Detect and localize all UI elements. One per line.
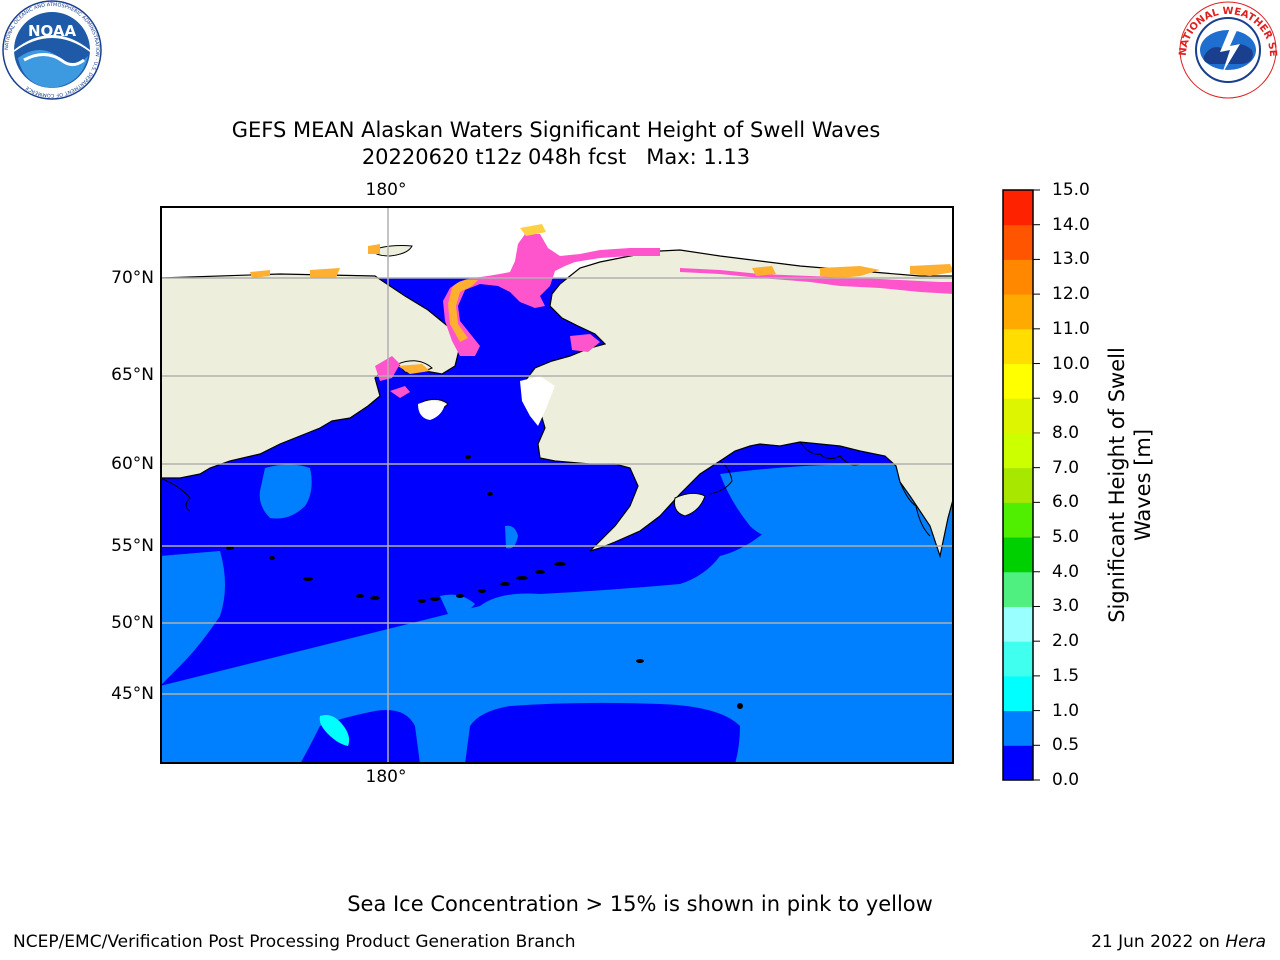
colorbar-segment <box>1003 467 1033 503</box>
colorbar-segment <box>1003 432 1033 469</box>
colorbar-tick-label: 11.0 <box>1052 318 1090 339</box>
land-wrangel-island <box>371 245 413 257</box>
aleutian-islands <box>226 455 743 709</box>
colorbar-tick-label: 10.0 <box>1052 353 1090 374</box>
colorbar-tick-label: 1.5 <box>1052 665 1080 686</box>
lat-label-50n: 50°N <box>111 613 154 633</box>
swell-height-map <box>160 206 954 764</box>
sea-ice-concentration <box>250 224 954 420</box>
colorbar-tick-label: 5.0 <box>1052 527 1080 548</box>
ice-beaufort-pink <box>680 268 954 294</box>
ice-yellow-top <box>520 224 546 236</box>
colorbar-tick-label: 6.0 <box>1052 492 1080 513</box>
lon-label-top: 180° <box>365 180 407 200</box>
colorbar-tick-label: 14.0 <box>1052 214 1090 235</box>
colorbar-segment <box>1003 571 1033 607</box>
lon-label-bottom: 180° <box>365 767 407 787</box>
high-swell-spot <box>319 715 350 746</box>
ice-siberia-orange <box>250 244 380 278</box>
colorbar-segment <box>1003 224 1033 260</box>
colorbar-segment <box>1003 259 1033 295</box>
colorbar-segment <box>1003 641 1033 677</box>
noaa-logo-text: NOAA <box>28 22 77 40</box>
colorbar-segment <box>1003 398 1033 434</box>
norton-sound-ice <box>520 376 555 426</box>
lat-label-60n: 60°N <box>111 454 154 474</box>
colorbar-segment <box>1003 328 1033 365</box>
colorbar-segment <box>1003 606 1033 642</box>
ice-strait-orange <box>398 364 430 374</box>
colorbar-segment <box>1003 710 1033 746</box>
colorbar-segment <box>1003 190 1033 226</box>
colorbar-tick-label: 2.0 <box>1052 631 1080 652</box>
ice-beaufort-orange <box>752 264 954 278</box>
colorbar-segment <box>1003 537 1033 573</box>
colorbar-segment <box>1003 745 1033 781</box>
sea-ice-footnote: Sea Ice Concentration > 15% is shown in … <box>347 892 933 916</box>
colorbar-tick-label: 3.0 <box>1052 596 1080 617</box>
ice-chukchi-orange <box>448 280 478 342</box>
colorbar-tick-label: 0.0 <box>1052 770 1080 790</box>
coastline-details <box>160 441 931 537</box>
colorbar-tick-label: 7.0 <box>1052 457 1080 478</box>
colorbar-tick-label: 1.0 <box>1052 700 1080 721</box>
colorbar-tick-label: 8.0 <box>1052 422 1080 443</box>
colorbar-tick-label: 4.0 <box>1052 561 1080 582</box>
graticule <box>160 206 954 764</box>
alaska-peninsula-mid-swell <box>440 594 475 615</box>
noaa-logo: NOAA NATIONAL OCEANIC AND ATMOSPHERIC AD… <box>0 0 104 100</box>
colorbar-tick-label: 15.0 <box>1052 180 1090 200</box>
colorbar-tick-label: 0.5 <box>1052 735 1080 756</box>
ice-chukchi-pink <box>443 234 660 356</box>
colorbar-tick-label: 12.0 <box>1052 284 1090 305</box>
lat-label-55n: 55°N <box>111 536 154 556</box>
ice-kotzebue-pink <box>570 334 600 352</box>
land-kodiak <box>674 492 706 517</box>
colorbar-title-line2: Waves [m] <box>1131 428 1155 542</box>
colorbar-segment <box>1003 502 1033 538</box>
lat-label-70n: 70°N <box>111 268 154 288</box>
credit-right: 21 Jun 2022 on Hera <box>1091 932 1266 952</box>
credit-host: Hera <box>1225 932 1266 952</box>
map-title-line2: 20220620 t12z 048h fcst Max: 1.13 <box>361 145 751 169</box>
colorbar-tick-label: 13.0 <box>1052 249 1090 270</box>
ice-bering-white <box>418 401 445 420</box>
map-title-line1: GEFS MEAN Alaskan Waters Significant Hei… <box>231 118 881 142</box>
bering-mid-swell-patch <box>259 464 312 519</box>
colorbar-tick-label: 9.0 <box>1052 388 1080 409</box>
gulf-alaska-mid-swell <box>720 464 954 556</box>
colorbar-title-line1: Significant Height of Swell <box>1105 347 1129 623</box>
credit-left: NCEP/EMC/Verification Post Processing Pr… <box>13 932 576 952</box>
lat-label-65n: 65°N <box>111 365 154 385</box>
nws-logo: NATIONAL WEATHER SERVICE <box>1172 0 1280 100</box>
bering-mid-swell-patch-2 <box>505 525 518 549</box>
colorbar-segment <box>1003 675 1033 712</box>
credit-date: 21 Jun 2022 on <box>1091 932 1226 952</box>
colorbar-segment <box>1003 294 1033 330</box>
lat-label-45n: 45°N <box>111 684 154 704</box>
ice-strait-pink <box>375 356 410 398</box>
colorbar-segment <box>1003 363 1033 399</box>
colorbar <box>1002 189 1040 781</box>
